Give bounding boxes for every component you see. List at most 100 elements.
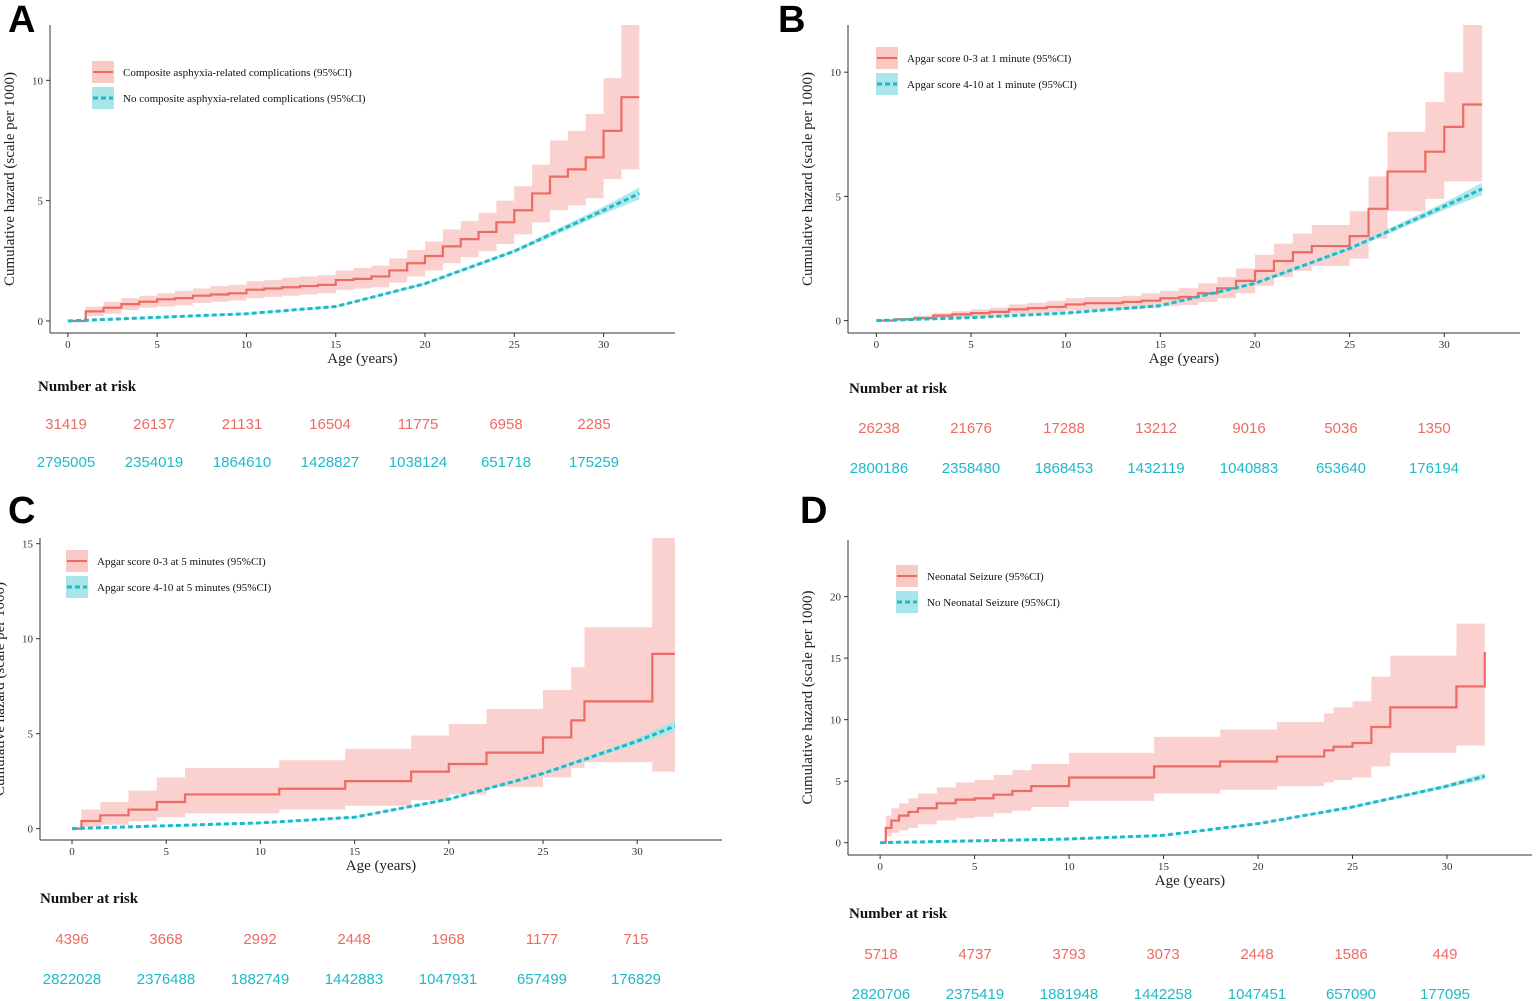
risk-count: 176829 [611, 971, 661, 988]
panel-letter: B [778, 0, 805, 41]
risk-count: 2448 [337, 931, 370, 948]
x-tick-label: 25 [509, 339, 521, 351]
x-tick-label: 5 [968, 339, 974, 351]
risk-table-title: Number at risk [40, 891, 139, 907]
line-series-2 [71, 724, 676, 831]
panel-d: D 0 5 10 15 20 25 30 0 5 10 15 20 Age (years) Cumulati… [800, 490, 1532, 1001]
risk-count: 1047451 [1228, 986, 1286, 1001]
panel-letter: D [800, 490, 827, 532]
y-tick-label: 0 [836, 838, 842, 850]
x-tick-label: 25 [1344, 339, 1356, 351]
x-tick-label: 25 [1347, 861, 1359, 873]
legend-label: Apgar score 4-10 at 1 minute (95%CI) [907, 79, 1077, 91]
y-tick-label: 0 [38, 316, 44, 328]
risk-count: 26238 [858, 420, 900, 437]
x-tick-label: 0 [877, 861, 883, 873]
risk-count: 1881948 [1040, 986, 1098, 1001]
x-tick-label: 5 [972, 861, 978, 873]
risk-count: 11775 [398, 416, 439, 433]
legend-label: No composite asphyxia-related complicati… [123, 93, 366, 105]
risk-table-title: Number at risk [849, 906, 948, 922]
x-tick-label: 15 [349, 846, 361, 858]
x-tick-label: 20 [443, 846, 455, 858]
risk-count: 4737 [958, 946, 991, 963]
risk-count: 1882749 [231, 971, 289, 988]
x-tick-label: 30 [1439, 339, 1451, 351]
legend-label: Neonatal Seizure (95%CI) [927, 571, 1044, 583]
risk-count: 6958 [489, 416, 522, 433]
risk-count: 21676 [950, 420, 992, 437]
risk-count: 1350 [1417, 420, 1450, 437]
y-axis-title: Cumulative hazard (scale per 1000) [800, 590, 816, 804]
line-series-1 [880, 651, 1486, 844]
x-tick-label: 10 [1060, 339, 1072, 351]
y-tick-label: 5 [38, 196, 44, 208]
risk-count: 3073 [1146, 946, 1179, 963]
x-axis-title: Age (years) [327, 351, 397, 367]
x-tick-label: 15 [1158, 861, 1170, 873]
line-series-1 [72, 652, 675, 830]
x-tick-label: 5 [163, 846, 169, 858]
legend: Apgar score 0-3 at 1 minute (95%CI) Apgar… [876, 47, 1077, 95]
ci-band-series-1 [880, 555, 1485, 843]
risk-count: 1177 [526, 931, 558, 948]
risk-table-title: Number at risk [38, 379, 137, 395]
x-axis-title: Age (years) [346, 858, 416, 874]
risk-count: 21131 [222, 416, 263, 433]
legend: Neonatal Seizure (95%CI) No Neonatal Seiz… [896, 565, 1060, 613]
panel-letter: A [8, 0, 35, 41]
x-tick-label: 10 [1064, 861, 1076, 873]
risk-count: 2285 [577, 416, 610, 433]
x-tick-label: 20 [1253, 861, 1265, 873]
x-tick-label: 10 [255, 846, 267, 858]
panel-b: B 0 5 10 15 20 25 30 0 5 10 Age (years) Cumulative h… [778, 0, 1520, 477]
risk-count: 3668 [149, 931, 182, 948]
x-tick-label: 0 [874, 339, 880, 351]
risk-count: 5036 [1324, 420, 1357, 437]
risk-count: 1040883 [1220, 460, 1278, 477]
y-tick-label: 0 [836, 316, 842, 328]
y-tick-label: 10 [32, 75, 44, 87]
risk-count: 1868453 [1035, 460, 1093, 477]
ci-band-series-1 [876, 25, 1483, 321]
panel-letter: C [8, 490, 35, 532]
y-axis-title: Cumulative hazard (scale per 1000) [800, 72, 816, 286]
x-tick-label: 25 [538, 846, 550, 858]
legend-label: Apgar score 0-3 at 5 minutes (95%CI) [97, 556, 266, 568]
risk-count: 2358480 [942, 460, 1000, 477]
risk-count: 2820706 [852, 986, 910, 1001]
risk-table: Number at risk 31419 26137 21131 16504 11775 6… [37, 379, 619, 471]
legend-label: Apgar score 4-10 at 5 minutes (95%CI) [97, 582, 271, 594]
risk-count: 1428827 [301, 454, 359, 471]
risk-table: Number at risk 26238 21676 17288 13212 9016 50… [849, 381, 1459, 477]
risk-count: 5718 [864, 946, 897, 963]
line-series-1 [876, 103, 1483, 322]
risk-count: 1442258 [1134, 986, 1192, 1001]
y-tick-label: 0 [28, 824, 34, 836]
risk-table: Number at risk 5718 4737 3793 3073 2448 1586 44… [849, 906, 1470, 1001]
line-series-2 [880, 774, 1486, 845]
risk-count: 16504 [309, 416, 351, 433]
x-tick-label: 20 [1249, 339, 1261, 351]
legend: Apgar score 0-3 at 5 minutes (95%CI) Apga… [66, 550, 271, 598]
risk-count: 2800186 [850, 460, 908, 477]
y-tick-label: 15 [22, 539, 34, 551]
y-tick-label: 20 [830, 592, 842, 604]
legend-label: No Neonatal Seizure (95%CI) [927, 597, 1060, 609]
legend-label: Apgar score 0-3 at 1 minute (95%CI) [907, 53, 1072, 65]
y-tick-label: 5 [836, 776, 842, 788]
risk-count: 653640 [1316, 460, 1366, 477]
y-tick-label: 10 [22, 634, 34, 646]
x-tick-label: 30 [1441, 861, 1453, 873]
line-series-2 [67, 192, 640, 323]
risk-count: 2822028 [43, 971, 101, 988]
risk-count: 3793 [1052, 946, 1085, 963]
risk-count: 1442883 [325, 971, 383, 988]
risk-count: 4396 [55, 931, 88, 948]
risk-count: 449 [1432, 946, 1457, 963]
legend-label: Composite asphyxia-related complications… [123, 67, 352, 79]
risk-count: 175259 [569, 454, 619, 471]
line-series-1 [67, 96, 640, 323]
risk-count: 1586 [1334, 946, 1367, 963]
